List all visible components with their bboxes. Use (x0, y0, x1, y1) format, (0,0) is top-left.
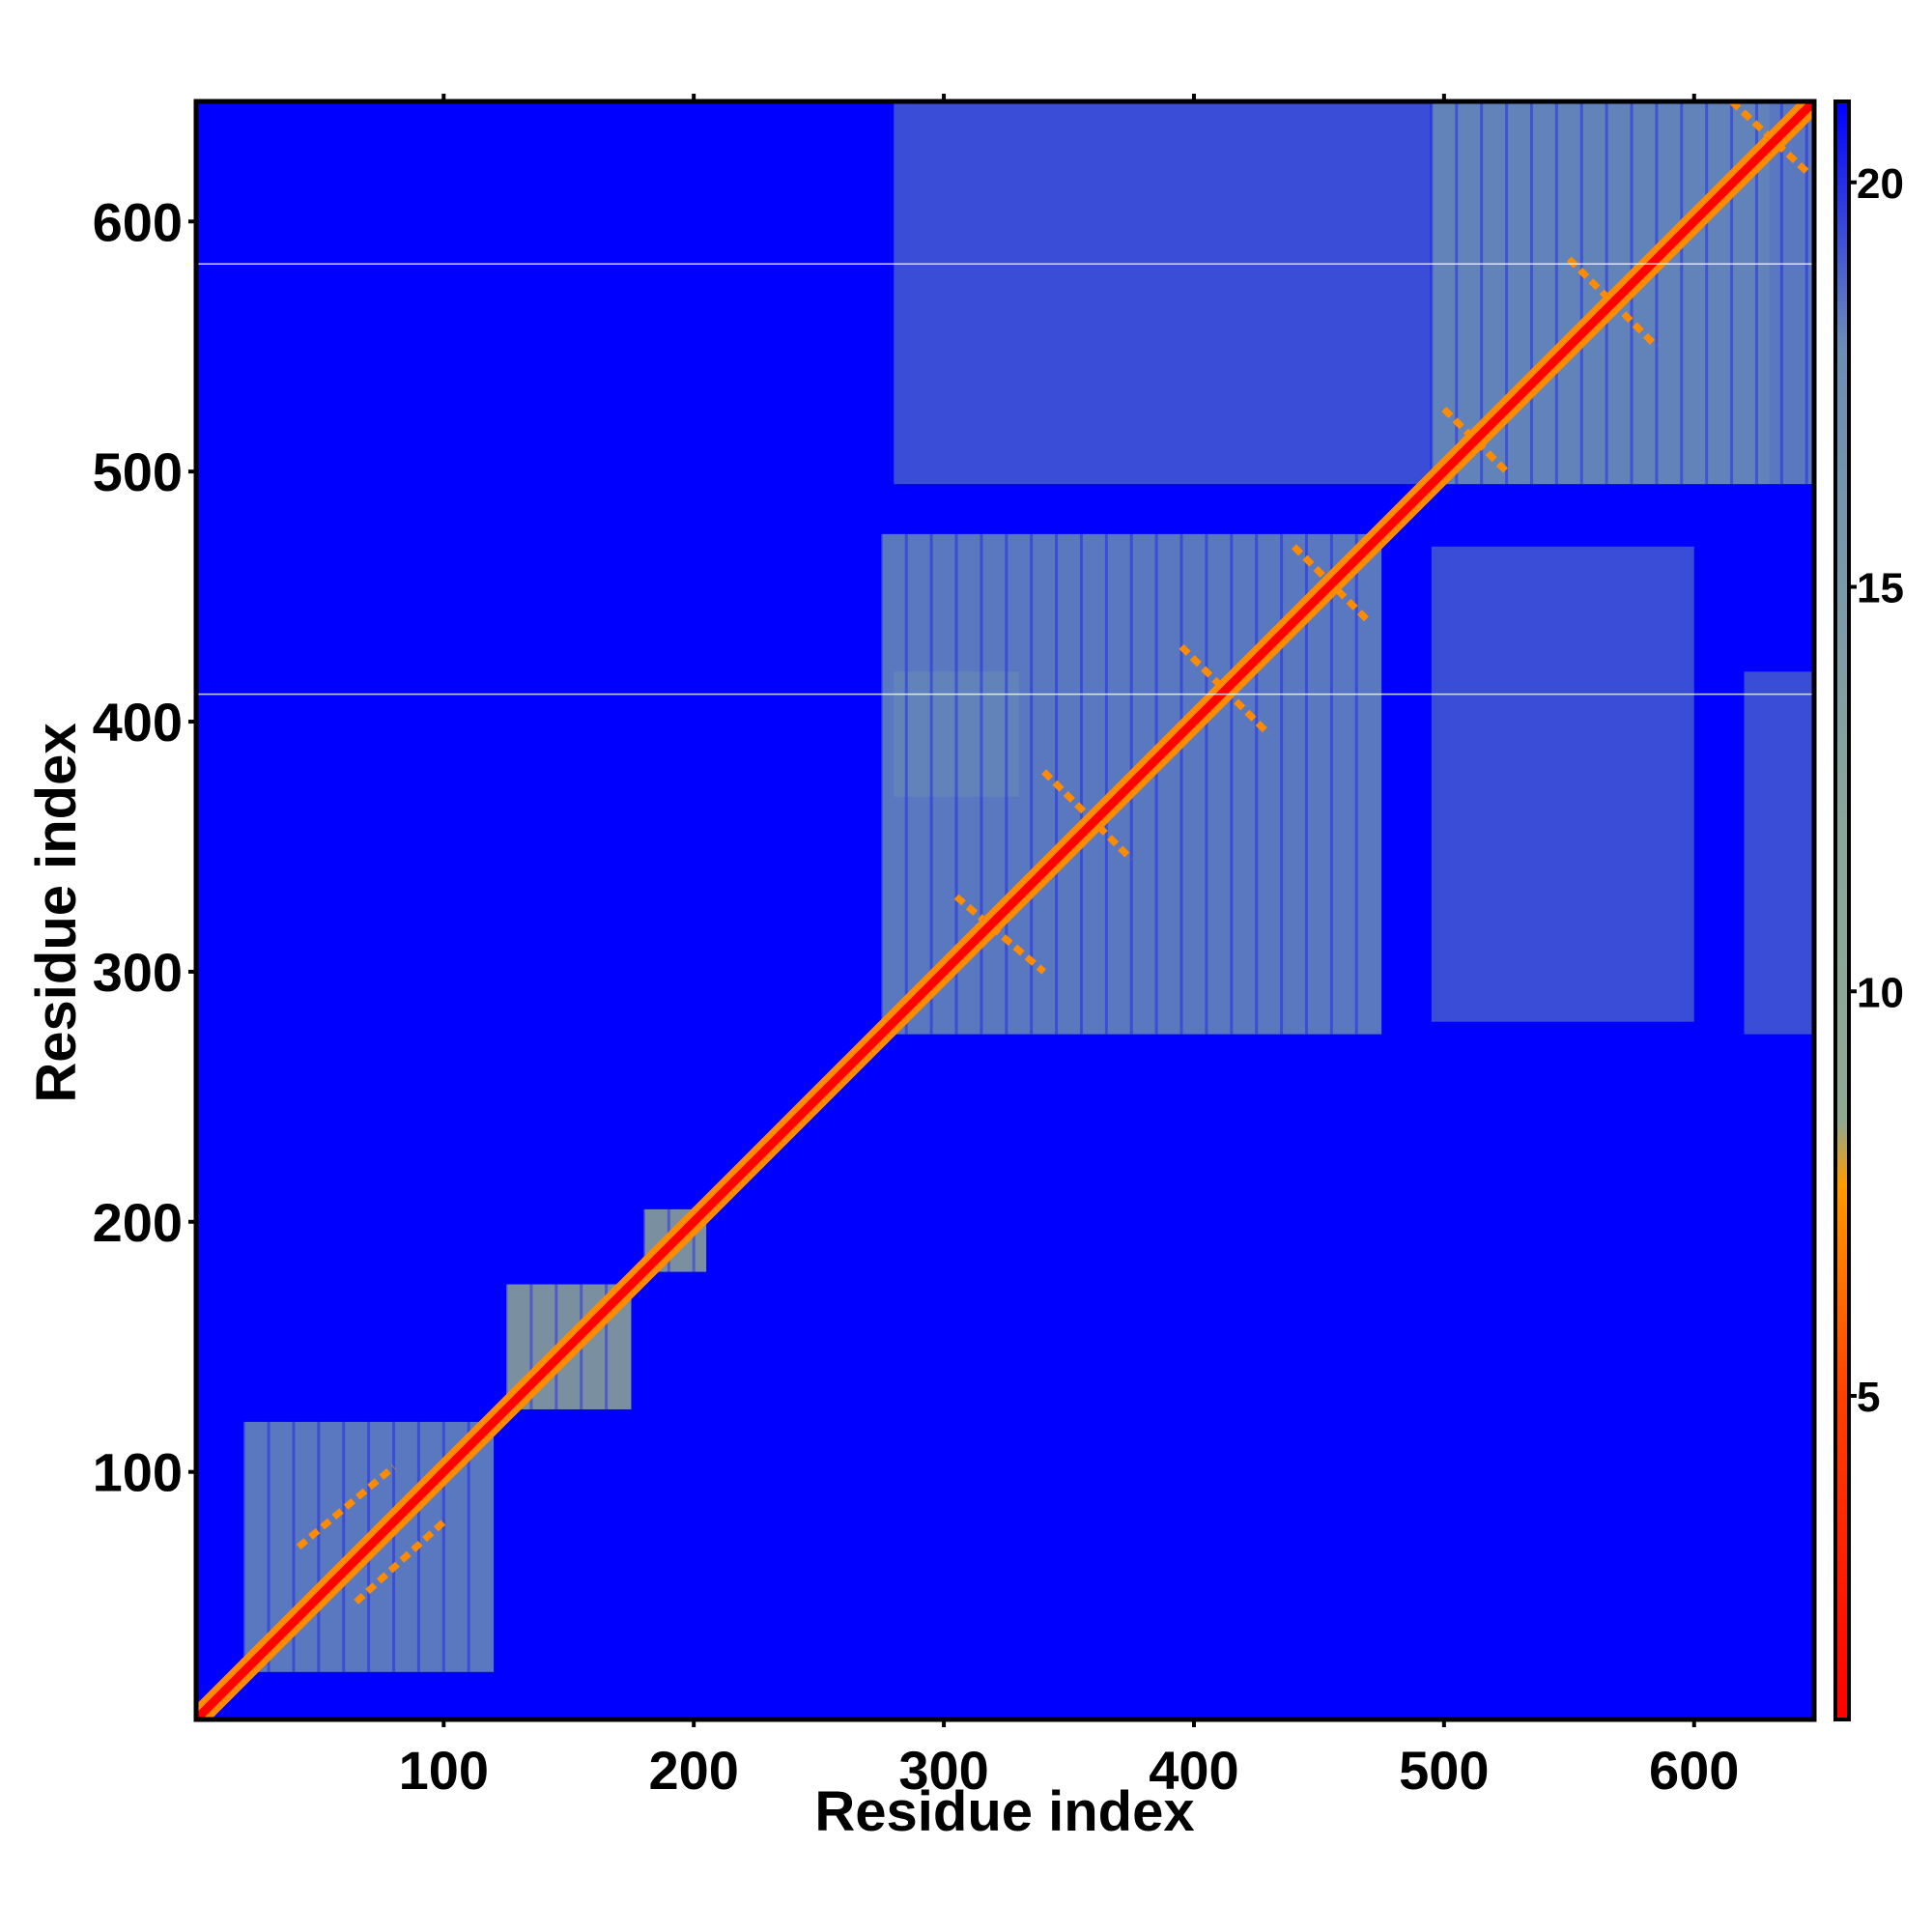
y-tick-label: 300 (93, 942, 183, 1003)
heatmap-secondary-contact (296, 1463, 396, 1550)
heatmap-secondary-contact (953, 894, 1046, 975)
x-tick-label: 500 (1399, 1740, 1489, 1801)
heatmap (196, 101, 1814, 1719)
x-tick-label: 200 (648, 1740, 738, 1801)
x-tick-label: 600 (1649, 1740, 1739, 1801)
plot-frame (193, 99, 1817, 1722)
colorbar-tick-label: 5 (1857, 1374, 1880, 1421)
y-tick-label: 500 (93, 441, 183, 502)
x-axis-title: Residue index (814, 1780, 1194, 1843)
axes: 100 200 300 400 500 600 100 200 300 400 500 600 (93, 94, 1817, 1801)
heatmap-secondary-contact (354, 1519, 446, 1605)
colorbar-tick-label: 20 (1857, 160, 1904, 208)
x-tick-label: 300 (898, 1740, 988, 1801)
y-tick-label: 200 (93, 1192, 183, 1253)
y-tick-label: 100 (93, 1442, 183, 1503)
heatmap-interdomain-block (1744, 671, 1814, 1035)
x-tick-label: 400 (1149, 1740, 1238, 1801)
colorbar: 5 10 15 20 (1833, 99, 1904, 1721)
colorbar-tick-label: 15 (1857, 565, 1904, 612)
heatmap-interdomain-block (1431, 546, 1694, 1022)
x-tick-label: 100 (399, 1740, 489, 1801)
colorbar-tick-label: 10 (1857, 969, 1904, 1016)
colorbar-gradient (1833, 99, 1851, 1721)
y-tick-label: 600 (93, 191, 183, 252)
y-axis-title: Residue index (25, 723, 88, 1102)
heatmap-diagonal (196, 101, 1814, 1719)
y-tick-label: 400 (93, 692, 183, 753)
